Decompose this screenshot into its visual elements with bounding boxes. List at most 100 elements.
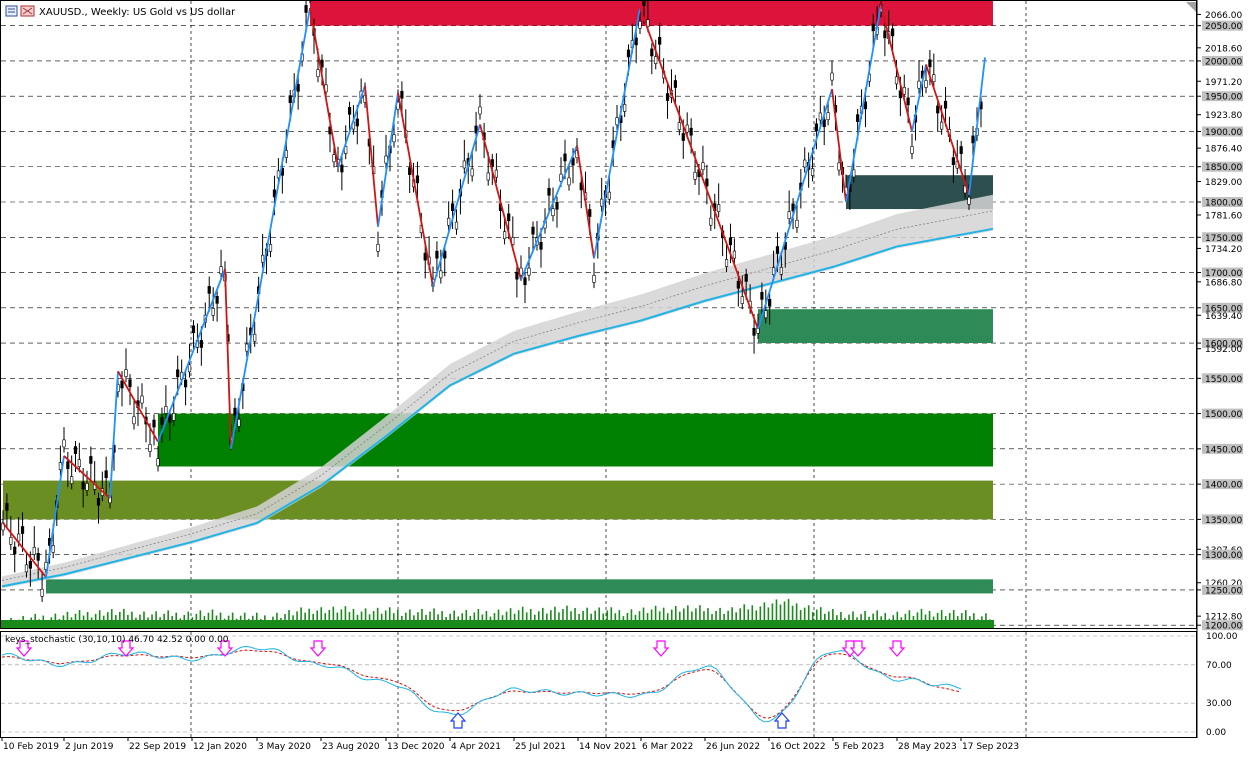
candle-body: [376, 244, 380, 252]
time-axis-label: 22 Sep 2019: [129, 742, 186, 752]
price-axis-label: 1876.40: [1205, 145, 1242, 155]
candle-body: [470, 168, 474, 177]
zigzag-down-leg: [63, 455, 111, 499]
candle-body: [462, 160, 466, 169]
candle-body: [943, 100, 948, 109]
zigzag-down-leg: [479, 124, 522, 280]
candle-body: [928, 59, 932, 68]
candle-body: [245, 343, 249, 352]
candle-body: [810, 168, 815, 176]
candle-body: [607, 191, 611, 200]
signal-down-arrow: [849, 640, 867, 657]
candle-body: [539, 241, 543, 250]
time-axis: 10 Feb 2019 2 Jun 2019 22 Sep 2019 12 Jan 2…: [1, 737, 1019, 752]
candle-body: [689, 127, 693, 136]
candle-body: [856, 114, 860, 122]
candle-body: [215, 295, 219, 304]
candle-body: [665, 93, 670, 101]
price-level-tag: [1202, 197, 1243, 208]
candle-body: [658, 36, 662, 45]
ma-band: [2, 194, 993, 589]
price-level-tag: [1202, 584, 1243, 595]
candle-body: [803, 159, 807, 168]
stoch-axis-label: 100.00: [1206, 632, 1238, 642]
candle-body: [32, 546, 36, 555]
candle-body: [771, 267, 776, 275]
price-level-tag: [1202, 232, 1243, 243]
candle-body: [40, 588, 44, 597]
zigzag-up-leg: [757, 88, 833, 330]
price-level-tag: [1202, 338, 1243, 349]
chart-shift-marker[interactable]: [1186, 2, 1196, 12]
price-axis-label: 1971.20: [1205, 78, 1242, 88]
candle-body: [951, 157, 955, 165]
candle-body: [81, 481, 85, 490]
time-axis-label: 5 Feb 2023: [834, 742, 884, 752]
candle-body: [296, 83, 300, 92]
candle-body: [20, 526, 25, 534]
zigzag-up-leg: [432, 124, 481, 287]
candle-body: [268, 244, 273, 252]
price-level-tag: [1202, 443, 1243, 454]
candle-body: [128, 379, 132, 388]
candle-body: [70, 476, 74, 484]
price-level-tag: [1202, 514, 1243, 525]
chart-type-icon[interactable]: [5, 5, 18, 17]
signal-down-arrow: [652, 640, 670, 657]
candle-body: [124, 369, 128, 377]
price-axis-label: 1734.20: [1205, 245, 1242, 255]
time-axis-label: 3 May 2020: [258, 742, 311, 752]
price-axis-label: 1829.00: [1205, 178, 1242, 188]
candle-body: [646, 19, 650, 27]
signal-down-arrow: [15, 640, 33, 657]
candle-body: [253, 333, 257, 342]
candle-body: [891, 28, 895, 37]
candle-body: [62, 439, 66, 448]
candle-body: [199, 340, 203, 348]
time-axis-label: 17 Sep 2023: [962, 742, 1019, 752]
zigzag-up-leg: [911, 64, 927, 132]
candle-body: [673, 80, 677, 88]
price-level-tag: [1202, 161, 1243, 172]
candle-body: [906, 97, 910, 106]
candle-body: [898, 90, 902, 99]
price-level-tag: [1202, 479, 1243, 490]
candle-body: [626, 49, 631, 58]
candle-body: [96, 497, 101, 506]
zigzag-up-leg: [377, 92, 399, 227]
price-axis-label: 1950.00: [1205, 93, 1242, 103]
price-level-tag: [1202, 55, 1243, 66]
candle-body: [932, 74, 936, 83]
signal-up-arrow: [449, 712, 467, 729]
candle-body: [531, 226, 535, 235]
candle-body: [17, 533, 21, 542]
candle-body: [85, 483, 89, 491]
candle-body: [332, 154, 336, 163]
candle-body: [219, 266, 223, 275]
candle-body: [187, 364, 192, 373]
zigzag-up-leg: [968, 57, 986, 196]
time-axis-label: 4 Apr 2021: [451, 742, 501, 752]
candle-body: [559, 173, 563, 182]
candle-body: [439, 270, 443, 279]
candle-body: [917, 80, 921, 89]
candle-body: [28, 561, 32, 569]
price-axis-label: 1300.00: [1205, 551, 1242, 561]
zigzag-down-leg: [397, 92, 434, 287]
candle-body: [623, 104, 627, 112]
price-axis-label: 1250.00: [1205, 586, 1242, 596]
stoch-axis-label: 70.00: [1206, 661, 1232, 671]
price-axis-label: 1260.20: [1205, 579, 1242, 589]
candle-body: [910, 146, 914, 154]
candle-body: [693, 171, 697, 180]
price-level-tag: [1202, 373, 1243, 384]
candle-body: [571, 157, 575, 166]
candle-body: [677, 122, 681, 130]
candle-body: [779, 267, 783, 275]
candle-body: [863, 101, 868, 110]
price-axis-label: 1781.60: [1205, 211, 1242, 221]
price-axis-label: 2066.00: [1205, 11, 1242, 21]
candle-body: [36, 552, 40, 561]
candle-body: [447, 217, 451, 226]
candle-body: [183, 379, 188, 388]
